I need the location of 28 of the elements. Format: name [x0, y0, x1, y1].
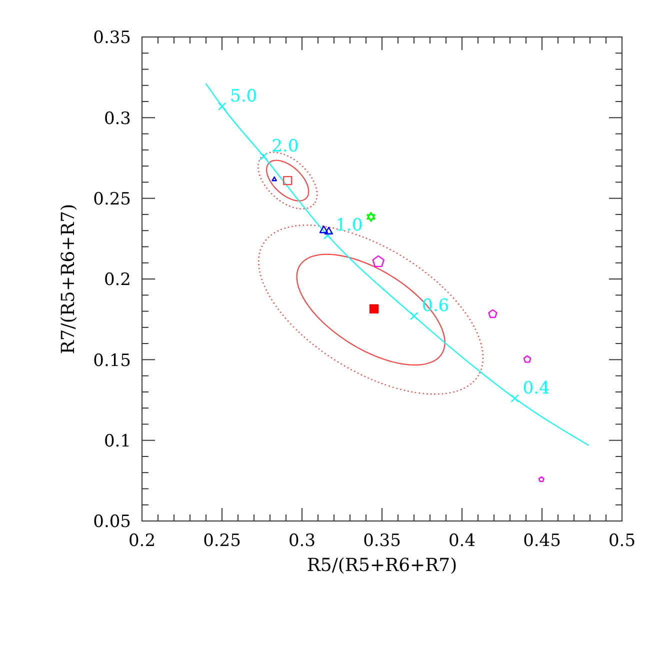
x-tick-label: 0.4: [448, 531, 476, 551]
annotation: 0.4: [522, 378, 550, 398]
y-tick-label: 0.15: [93, 350, 131, 371]
annotation: 2.0: [272, 136, 299, 156]
x-tick-label: 0.5: [608, 531, 636, 551]
point: [410, 312, 418, 320]
point: [369, 304, 379, 314]
y-tick-label: 0.05: [93, 512, 131, 532]
y-tick-label: 0.3: [104, 108, 131, 129]
point: [510, 394, 519, 402]
y-tick-label: 0.1: [104, 431, 131, 452]
y-tick-label: 0.25: [93, 189, 131, 210]
x-axis-title: R5/(R5+R6+R7): [306, 555, 458, 576]
annotation: 1.0: [336, 215, 363, 236]
x-tick-label: 0.35: [363, 531, 401, 551]
x-tick-label: 0.3: [288, 531, 316, 551]
y-axis-title: R7/(R5+R6+R7): [58, 204, 79, 354]
y-tick-label: 0.35: [93, 28, 131, 48]
annotation: 5.0: [230, 86, 258, 106]
y-tick-label: 0.2: [104, 270, 131, 290]
point: [218, 102, 226, 110]
x-tick-label: 0.2: [128, 531, 156, 551]
x-tick-label: 0.45: [523, 531, 561, 551]
point: [366, 212, 376, 222]
point: [324, 231, 332, 240]
point: [260, 152, 268, 160]
line-series: [205, 83, 589, 446]
x-tick-label: 0.25: [203, 531, 241, 551]
